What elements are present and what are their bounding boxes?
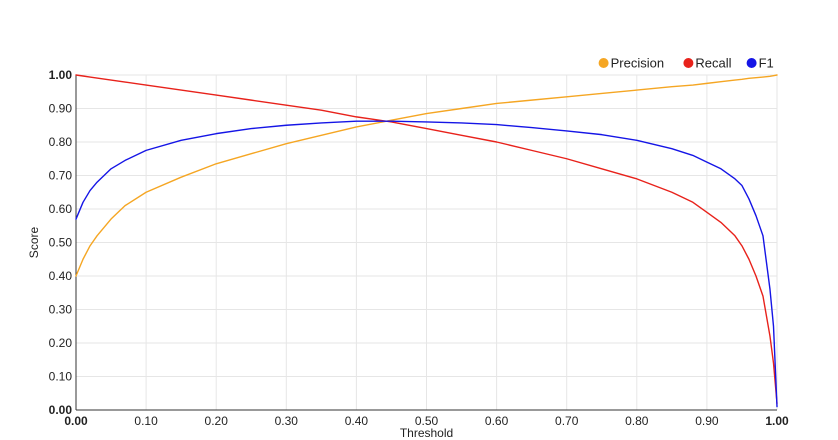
series-line-recall (75, 74, 778, 404)
y-tick-label: 0.90 (49, 102, 73, 116)
legend-label-f1: F1 (759, 56, 774, 71)
y-tick-label: 0.60 (49, 202, 73, 216)
series-lines (75, 74, 778, 408)
legend-marker-f1 (746, 58, 757, 68)
y-tick-label: 0.70 (49, 169, 73, 183)
series-line-f1 (75, 120, 778, 408)
grid (76, 74, 778, 410)
x-tick-label: 0.80 (625, 414, 649, 428)
x-tick-label: 1.00 (765, 414, 789, 428)
y-tick-label: 0.20 (49, 336, 73, 350)
legend: Precision Recall F1 (598, 56, 774, 71)
axes (75, 75, 777, 411)
x-tick-label: 0.40 (345, 414, 369, 428)
x-tick-label: 0.70 (555, 414, 579, 428)
y-tick-label: 1.00 (49, 68, 73, 82)
x-tick-label: 0.60 (485, 414, 509, 428)
y-tick-label: 0.30 (49, 303, 73, 317)
x-tick-label: 0.20 (205, 414, 229, 428)
series-line-precision (75, 74, 778, 277)
x-tick-label: 0.00 (64, 414, 88, 428)
y-tick-label: 0.50 (49, 236, 73, 250)
x-tick-label: 0.50 (415, 414, 439, 428)
y-tick-label: 0.40 (49, 269, 73, 283)
legend-label-precision: Precision (611, 56, 664, 71)
x-tick-label: 0.90 (695, 414, 719, 428)
x-axis-title: Threshold (400, 426, 453, 440)
y-tick-label: 0.80 (49, 135, 73, 149)
legend-label-recall: Recall (695, 56, 731, 71)
tick-labels: 0.00 0.10 0.20 0.30 0.40 0.50 0.60 0.70 0.80 0.90… (49, 68, 789, 428)
legend-marker-recall (683, 58, 694, 68)
x-tick-label: 0.10 (134, 414, 158, 428)
y-tick-label: 0.10 (49, 370, 73, 384)
legend-marker-precision (598, 58, 609, 68)
x-tick-label: 0.30 (275, 414, 299, 428)
y-axis-title: Score (27, 227, 41, 259)
y-tick-label: 0.00 (49, 403, 73, 417)
